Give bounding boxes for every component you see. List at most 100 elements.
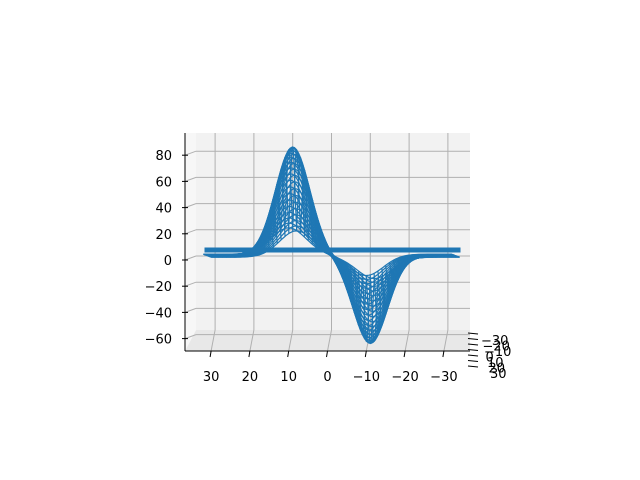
surface-cross-line [447,253,456,258]
surface-cross-line [354,270,364,326]
surface-cross-line [432,253,441,258]
surface-cross-line [218,253,228,258]
y-tick-label: 0 [486,351,494,366]
x-gridline-floor [443,329,449,352]
surface-cross-line [330,255,340,263]
surface-cross-line [260,224,271,250]
surface-cross-line [311,212,321,248]
surface-cross-line [373,273,383,336]
surface-cross-line [327,253,336,258]
grid-lines [184,133,470,352]
surface-cross-line [416,253,425,259]
z-tick-label: 80 [155,149,172,164]
surface-baseline-band [204,247,461,253]
x-gridline-floor [249,329,255,352]
surface-cross-line [443,253,453,258]
surface-cross-line [381,268,391,315]
surface-cross-line [295,157,306,234]
x-tick-label: 30 [203,370,220,385]
z-gridline-side [184,229,197,235]
surface-cross-line [435,253,445,258]
x-tick-mark [442,350,445,358]
surface-cross-line [346,265,356,302]
z-tick-label: 20 [155,228,172,243]
back-pane [196,133,470,331]
surface-cross-line [276,168,286,237]
x-tick-label: −20 [391,370,418,385]
y-tick-label: 30 [490,367,507,382]
x-gridline-floor [327,329,332,352]
surface-cross-line [238,253,247,258]
z-gridline-side [184,334,197,340]
surface-cross-line [292,149,302,232]
y-tick-mark [467,354,479,357]
y-tick-mark [467,338,479,340]
z-axis-ticks: 80 60 40 20 0 −20 −40 −60 [145,149,188,348]
z-gridline-side [184,150,197,156]
surface-cross-line [257,234,267,253]
side-pane [185,133,196,351]
y-tick-label: 10 [487,356,504,371]
x-tick-mark [364,350,367,358]
surface-cross-line [272,183,282,240]
surface-cross-line [234,253,243,258]
x-tick-label: 0 [323,370,331,385]
z-gridline-side [184,255,197,261]
surface-cross-line [207,253,216,258]
surface-cross-line [334,257,344,271]
surface-cross-line [264,212,274,247]
surface-cross-line [350,268,360,315]
surface-cross-line [428,253,437,258]
x-tick-label: −30 [430,370,457,385]
surface-cross-line [299,169,309,237]
surface-cross-line [357,273,368,336]
surface-cross-line [424,253,433,258]
surface-cross-line [214,253,224,258]
surface-cross-line [451,253,460,258]
z-gridline-side [184,281,197,287]
y-tick-mark [467,360,479,362]
x-tick-mark [326,350,328,358]
z-tick-label: −60 [145,333,172,348]
surface-cross-line [400,256,410,267]
surface-cross-line [369,274,379,342]
z-tick-label: 60 [155,175,172,190]
y-tick-mark [467,349,479,351]
surface-cross-line [338,259,348,280]
x-tick-label: 20 [242,370,259,385]
surface-cross-line [307,198,317,244]
x-axis-ticks: 30 20 10 0 −10 −20 −30 [203,350,458,385]
surface-cross-line [280,157,290,234]
y-tick-mark [467,365,479,368]
z-tick-label: −40 [145,306,172,321]
surface-cross-line [268,198,278,244]
y-tick-label: −30 [481,334,508,349]
surface-cross-line [361,274,371,342]
floor-pane [185,330,470,351]
z-tick-label: 0 [164,254,172,269]
surface-cross-line [342,262,352,290]
surface-cross-line [284,149,294,232]
surface-cross-line [230,253,239,258]
surface-cross-line [365,275,375,345]
x-tick-mark [403,350,406,358]
surface-cross-line [404,255,414,263]
z-tick-label: −20 [145,280,172,295]
surface-cross-line [210,253,220,258]
z-gridline-side [184,203,197,209]
surface-cross-line [203,253,212,258]
surface-cross-line [303,183,313,240]
z-gridline-side [184,307,197,313]
x-tick-label: 10 [280,370,297,385]
z-gridline-side [184,176,197,182]
y-tick-label: −10 [484,345,511,360]
x-tick-mark [209,350,212,358]
surface-cross-line [288,146,298,231]
z-tick-label: 40 [155,202,172,217]
x-gridline-floor [288,329,294,352]
surface-cross-line [412,254,421,259]
x-gridline-floor [404,329,410,352]
surface-cross-line [408,254,418,261]
x-tick-mark [248,350,251,358]
